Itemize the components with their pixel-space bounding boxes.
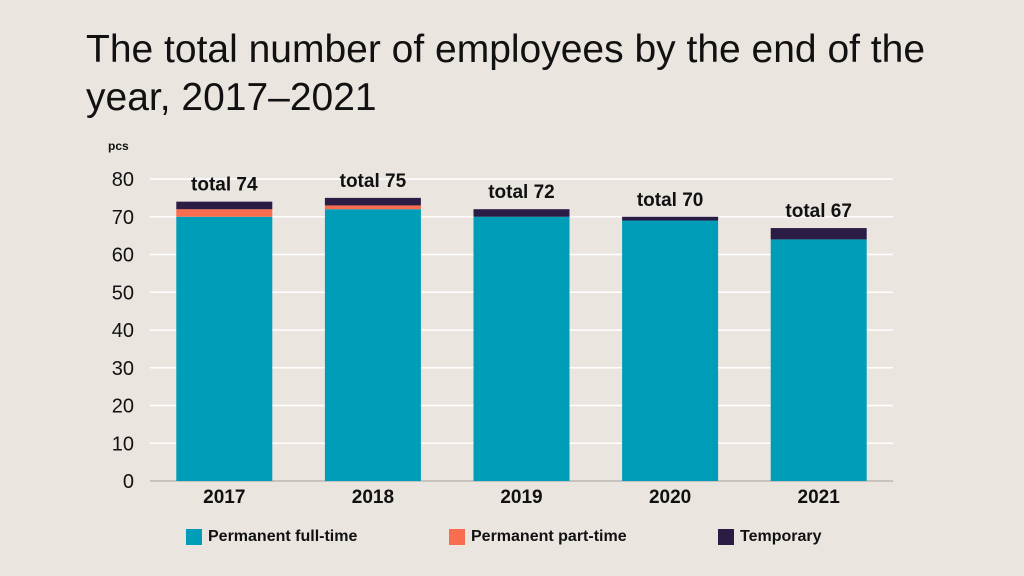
- x-tick-label-2017: 2017: [203, 487, 245, 508]
- x-tick-label-2020: 2020: [649, 487, 691, 508]
- bar-2017-temporary: [176, 201, 273, 210]
- bar-2020-permanent-full-time: [622, 220, 719, 481]
- legend-label-temporary: Temporary: [740, 528, 822, 545]
- bar-2017-permanent-part-time: [176, 209, 273, 217]
- legend-label-permanent-full-time: Permanent full-time: [208, 528, 358, 545]
- bar-2017-permanent-full-time: [176, 216, 273, 481]
- legend-swatch-permanent-part-time: [449, 529, 465, 545]
- legend-label-permanent-part-time: Permanent part-time: [471, 528, 627, 545]
- legend-item-temporary: Temporary: [718, 528, 822, 546]
- y-tick-label-50: 50: [112, 282, 134, 304]
- bar-2018-permanent-part-time: [324, 205, 421, 210]
- y-axis-unit-label: pcs: [108, 139, 129, 153]
- y-tick-label-10: 10: [112, 433, 134, 455]
- bar-2021-permanent-full-time: [770, 239, 867, 481]
- total-label-2018: total 75: [340, 171, 407, 192]
- x-tick-label-2018: 2018: [352, 487, 394, 508]
- y-tick-label-60: 60: [112, 245, 134, 267]
- bar-2019-temporary: [473, 209, 570, 217]
- legend-item-permanent-part-time: Permanent part-time: [449, 528, 627, 546]
- x-tick-label-2021: 2021: [798, 487, 841, 508]
- legend-item-permanent-full-time: Permanent full-time: [186, 528, 357, 546]
- y-tick-label-0: 0: [123, 471, 134, 493]
- total-label-2017: total 74: [191, 175, 258, 196]
- legend-swatch-permanent-full-time: [186, 529, 202, 545]
- y-tick-label-20: 20: [112, 396, 134, 418]
- y-tick-label-40: 40: [112, 320, 134, 342]
- bar-2018-temporary: [324, 197, 421, 206]
- chart-title: The total number of employees by the end…: [86, 28, 926, 119]
- total-label-2019: total 72: [488, 182, 555, 203]
- legend: Permanent full-time Permanent part-time …: [0, 528, 1024, 552]
- legend-swatch-temporary: [718, 529, 734, 545]
- bar-2021-temporary: [770, 228, 867, 240]
- bar-2020-temporary: [622, 216, 719, 221]
- bar-2019-permanent-full-time: [473, 216, 570, 481]
- y-tick-label-30: 30: [112, 358, 134, 380]
- x-tick-label-2019: 2019: [500, 487, 542, 508]
- y-tick-label-80: 80: [112, 169, 134, 191]
- y-tick-label-70: 70: [112, 207, 134, 229]
- total-label-2020: total 70: [637, 190, 704, 211]
- bar-2018-permanent-full-time: [324, 209, 421, 481]
- total-label-2021: total 67: [785, 201, 852, 222]
